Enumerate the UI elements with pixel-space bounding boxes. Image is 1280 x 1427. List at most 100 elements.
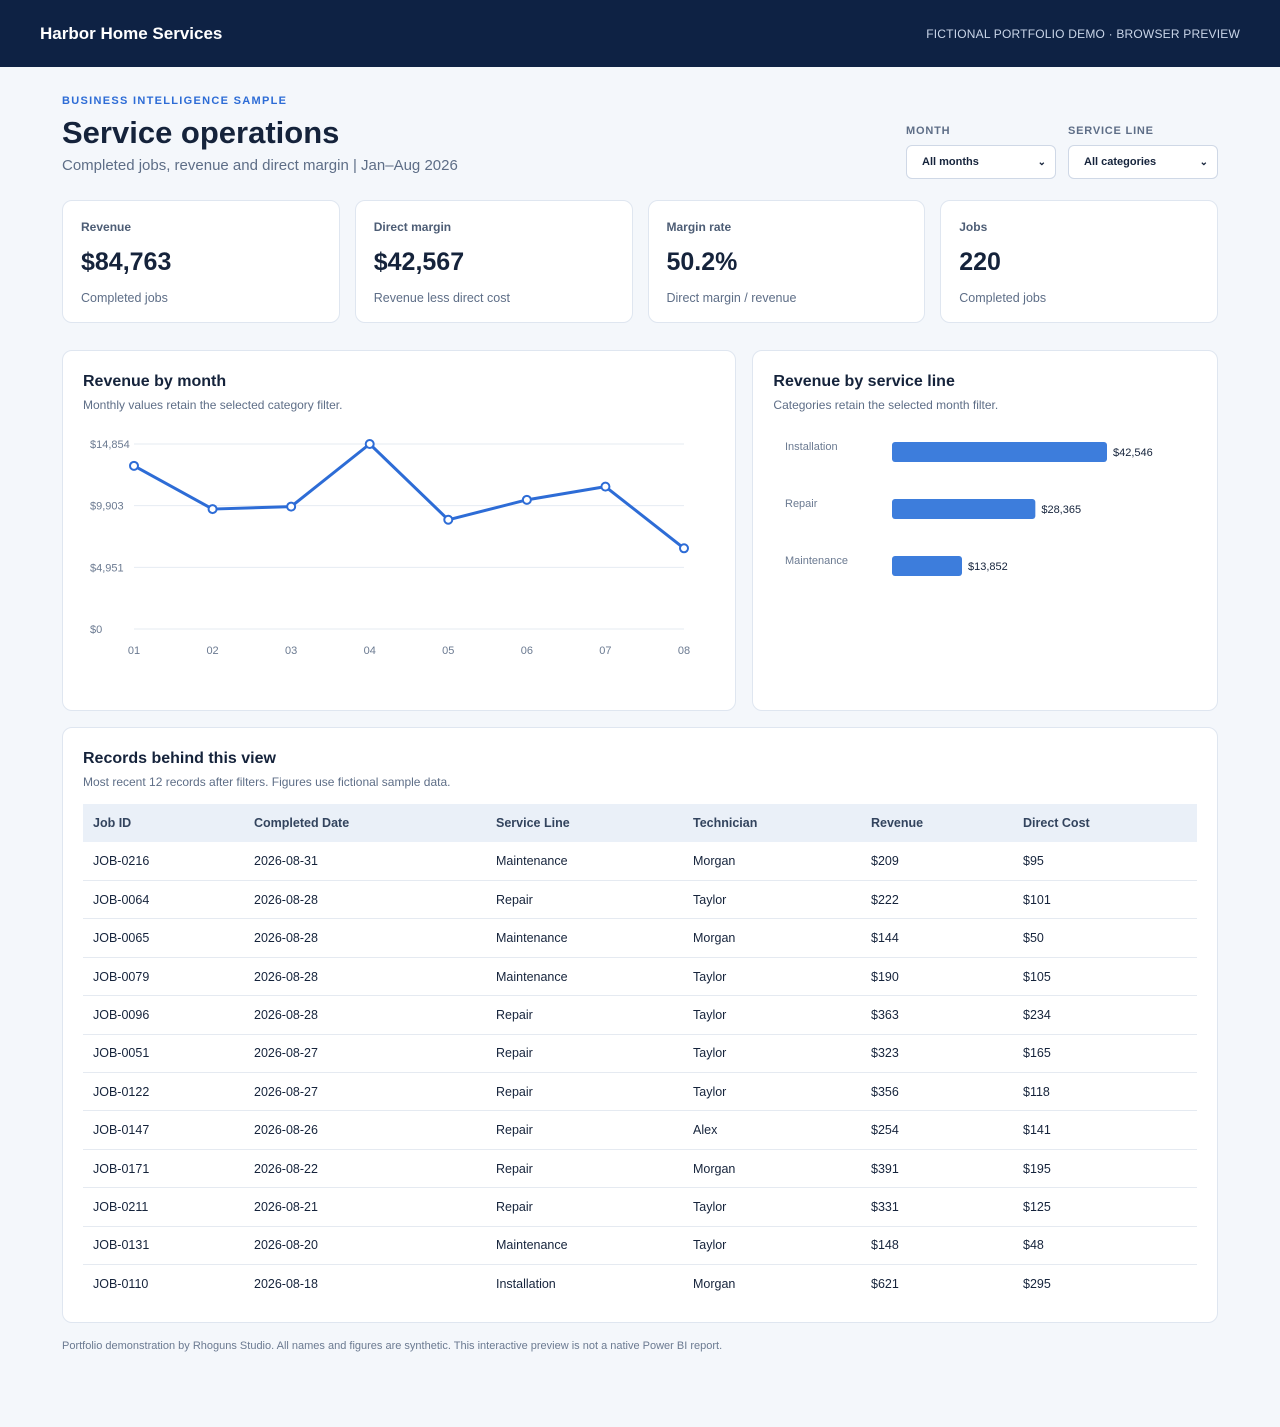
footer-note: Portfolio demonstration by Rhoguns Studi… <box>62 1340 723 1353</box>
table-cell: 2026-08-28 <box>244 957 486 997</box>
revenue-by-service-line-chart: Installation $42,546 Repair $28,365 Maintena… <box>785 441 1153 577</box>
chart-title: Revenue by month <box>83 373 227 391</box>
month-filter: MONTH All months ⌄ <box>906 125 1056 179</box>
table-cell: JOB-0096 <box>83 995 244 1035</box>
data-point[interactable] <box>207 504 218 515</box>
table-cell: JOB-0211 <box>83 1187 244 1227</box>
bar-value-label: $13,852 <box>968 561 1008 573</box>
data-point[interactable] <box>286 501 297 512</box>
kpi-label: Margin rate <box>666 220 732 235</box>
table-cell: Alex <box>683 1110 861 1150</box>
demo-note: FICTIONAL PORTFOLIO DEMO · BROWSER PREVI… <box>926 26 1240 41</box>
table-row: JOB-0211 2026-08-21 Repair Taylor $331 $125 <box>83 1187 1197 1227</box>
table-cell: Taylor <box>683 957 861 997</box>
bar[interactable] <box>892 556 963 577</box>
page-title: Service operations <box>62 115 340 150</box>
table-cell: $148 <box>861 1226 1013 1265</box>
data-point[interactable] <box>364 439 375 450</box>
table-cell: 2026-08-22 <box>244 1149 486 1189</box>
records-table: Job ID Completed Date Service Line Technici… <box>83 804 1197 1303</box>
kpi-label: Direct margin <box>373 220 452 235</box>
y-tick-label: $14,854 <box>90 439 130 451</box>
column-header: Service Line <box>496 816 570 831</box>
table-cell: Installation <box>496 1276 556 1291</box>
data-point[interactable] <box>521 495 532 506</box>
x-tick-label: 04 <box>364 645 376 657</box>
chart-subtitle: Categories retain the selected month fil… <box>773 398 999 413</box>
data-point[interactable] <box>679 543 689 554</box>
bar[interactable] <box>892 442 1108 463</box>
bar[interactable] <box>892 499 1036 520</box>
table-cell: Maintenance <box>486 1226 683 1265</box>
month-select[interactable]: All months ⌄ <box>906 145 1056 179</box>
kpi-value: 50.2% <box>666 248 738 277</box>
table-cell: $295 <box>1023 1276 1051 1291</box>
chart-row: Revenue by month Monthly values retain t… <box>62 350 1218 712</box>
x-tick-label: 01 <box>128 645 140 657</box>
table-cell: $363 <box>861 995 1013 1035</box>
table-cell: 2026-08-31 <box>244 842 486 882</box>
table-row: JOB-0065 2026-08-28 Maintenance Morgan $144 $… <box>83 918 1197 958</box>
column-header: Job ID <box>93 816 132 831</box>
kpi-note: Direct margin / revenue <box>666 291 797 306</box>
revenue-by-month-card: Revenue by month Monthly values retain t… <box>62 350 737 712</box>
table-cell: 2026-08-27 <box>244 1072 486 1112</box>
bar-category-label: Installation <box>785 441 838 453</box>
kpi-card-jobs: Jobs 220 Completed jobs <box>940 200 1218 324</box>
table-row: JOB-0110 2026-08-18 Installation Morgan $621… <box>83 1264 1197 1302</box>
table-cell: Morgan <box>693 1276 736 1291</box>
revenue-by-month-chart: $0 $4,951 $9,903 $14,854 01 02 03 04 05 06 07 08 <box>90 439 690 657</box>
table-cell: JOB-0110 <box>93 1276 149 1291</box>
table-cell: 2026-08-27 <box>244 1034 486 1074</box>
column-header: Direct Cost <box>1023 816 1090 831</box>
y-tick-label: $4,951 <box>90 563 124 575</box>
page-subtitle: Completed jobs, revenue and direct margi… <box>62 157 458 175</box>
kpi-card-margin-rate: Margin rate 50.2% Direct margin / revenu… <box>647 200 926 324</box>
table-cell: $125 <box>1013 1187 1197 1227</box>
eyebrow-label: BUSINESS INTELLIGENCE SAMPLE <box>62 95 288 107</box>
table-cell: Taylor <box>683 1034 861 1074</box>
column-header: Technician <box>693 816 758 831</box>
table-cell: Morgan <box>683 842 861 882</box>
table-cell: $222 <box>861 880 1013 920</box>
data-point[interactable] <box>129 461 139 472</box>
table-cell: JOB-0131 <box>83 1226 244 1265</box>
kpi-note: Completed jobs <box>81 291 168 306</box>
table-cell: Repair <box>486 1110 683 1150</box>
table-cell: $48 <box>1013 1226 1197 1265</box>
month-filter-label: MONTH <box>906 125 951 137</box>
table-cell: Repair <box>486 1149 683 1189</box>
data-point[interactable] <box>443 514 454 525</box>
x-tick-label: 02 <box>206 645 218 657</box>
table-cell: Taylor <box>683 995 861 1035</box>
table-row: JOB-0064 2026-08-28 Repair Taylor $222 $101 <box>83 880 1197 920</box>
data-point[interactable] <box>600 481 611 492</box>
filter-bar: MONTH All months ⌄ SERVICE LINE All cate… <box>906 125 1218 179</box>
month-select-value: All months <box>922 156 979 168</box>
table-cell: Maintenance <box>486 918 683 958</box>
table-cell: 2026-08-26 <box>244 1110 486 1150</box>
column-header: Completed Date <box>254 816 350 831</box>
table-cell: 2026-08-21 <box>244 1187 486 1227</box>
table-row: JOB-0096 2026-08-28 Repair Taylor $363 $234 <box>83 995 1197 1035</box>
kpi-value: 220 <box>959 248 1001 277</box>
service-line-select[interactable]: All categories ⌄ <box>1068 145 1218 179</box>
table-cell: $165 <box>1013 1034 1197 1074</box>
table-row: JOB-0147 2026-08-26 Repair Alex $254 $141 <box>83 1110 1197 1150</box>
chevron-down-icon: ⌄ <box>1199 156 1208 168</box>
x-tick-label: 03 <box>285 645 297 657</box>
table-cell: Repair <box>486 995 683 1035</box>
table-cell: $95 <box>1013 842 1197 882</box>
table-cell: Taylor <box>683 880 861 920</box>
table-cell: $101 <box>1013 880 1197 920</box>
table-header: Job ID Completed Date Service Line Technici… <box>83 804 1197 843</box>
kpi-row: Revenue $84,763 Completed jobs Direct ma… <box>62 200 1218 324</box>
table-cell: Repair <box>486 1034 683 1074</box>
table-cell: $323 <box>861 1034 1013 1074</box>
chart-title: Revenue by service line <box>773 373 955 391</box>
table-cell: Morgan <box>683 918 861 958</box>
table-cell: Taylor <box>683 1187 861 1227</box>
table-cell: JOB-0147 <box>83 1110 244 1150</box>
table-cell: $144 <box>861 918 1013 958</box>
x-tick-label: 08 <box>678 645 690 657</box>
